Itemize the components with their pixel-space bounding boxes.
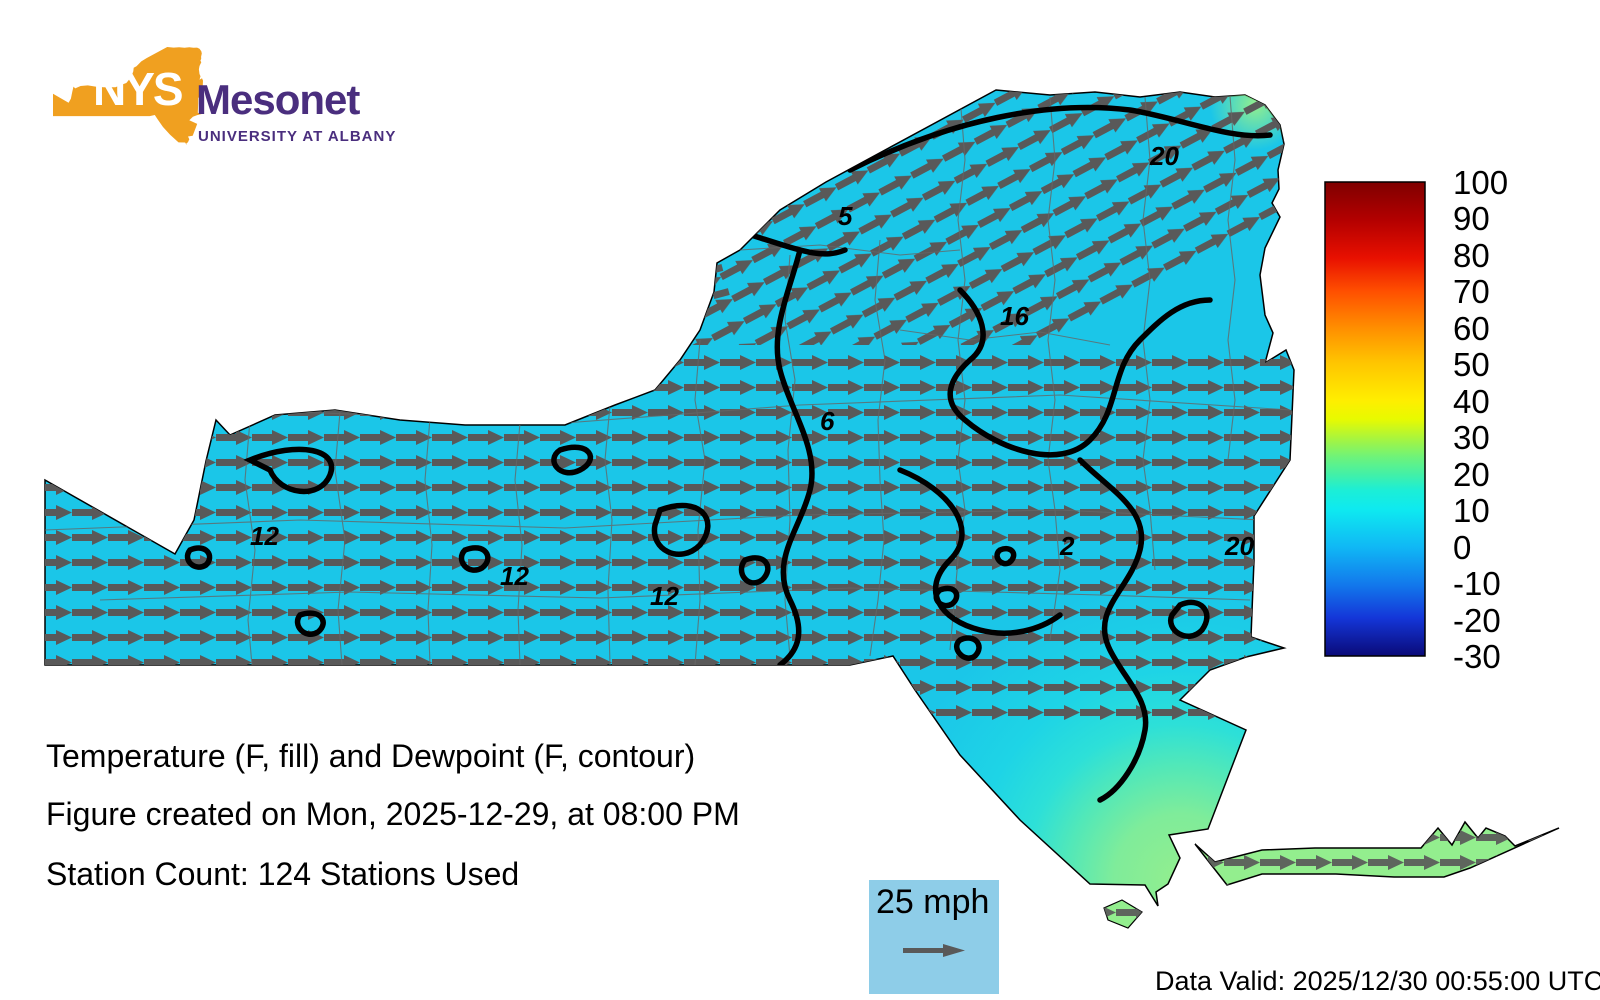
- svg-text:60: 60: [1453, 310, 1490, 347]
- svg-text:-10: -10: [1453, 565, 1501, 602]
- svg-text:2: 2: [1059, 531, 1075, 561]
- svg-text:0: 0: [1453, 529, 1471, 566]
- svg-text:12: 12: [250, 521, 279, 551]
- svg-text:20: 20: [1453, 456, 1490, 493]
- svg-text:20: 20: [1224, 531, 1254, 561]
- svg-text:5: 5: [838, 201, 853, 231]
- svg-text:16: 16: [1000, 301, 1029, 331]
- svg-text:-30: -30: [1453, 638, 1501, 675]
- svg-text:40: 40: [1453, 383, 1490, 420]
- svg-text:30: 30: [1453, 419, 1490, 456]
- svg-text:90: 90: [1453, 200, 1490, 237]
- svg-text:-20: -20: [1453, 602, 1501, 639]
- svg-text:10: 10: [1453, 492, 1490, 529]
- svg-text:70: 70: [1453, 273, 1490, 310]
- svg-text:20: 20: [1149, 141, 1179, 171]
- svg-text:80: 80: [1453, 237, 1490, 274]
- svg-text:50: 50: [1453, 346, 1490, 383]
- svg-text:6: 6: [820, 406, 835, 436]
- svg-text:12: 12: [500, 561, 529, 591]
- svg-text:100: 100: [1453, 164, 1508, 201]
- svg-text:12: 12: [650, 581, 679, 611]
